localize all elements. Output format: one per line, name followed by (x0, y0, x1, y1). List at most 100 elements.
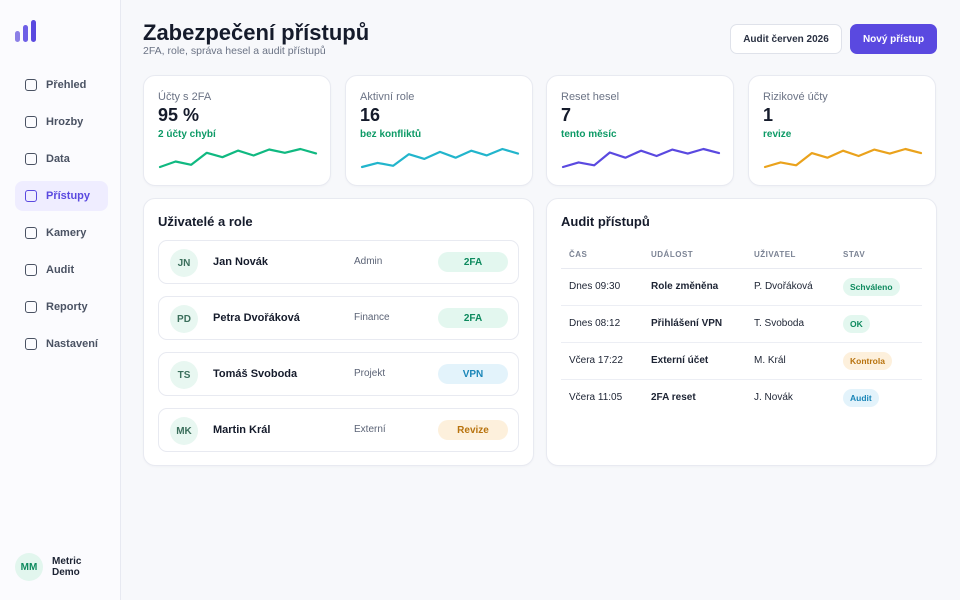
page-subtitle: 2FA, role, správa hesel a audit přístupů (143, 45, 326, 57)
avatar: JN (170, 249, 198, 277)
user-name: Jan Novák (213, 256, 269, 268)
cell-time: Dnes 08:12 (569, 318, 621, 329)
stat-value: 16 (360, 105, 381, 125)
sidebar-item-reporty[interactable]: Reporty (15, 292, 108, 322)
status-badge: Kontrola (843, 352, 892, 370)
user-row[interactable]: MK Martin Král Externí Revize (158, 408, 519, 452)
sidebar-item-label: Kamery (46, 227, 87, 239)
user-row[interactable]: JN Jan Novák Admin 2FA (158, 240, 519, 284)
stat-card-risk: Rizikové účty 1 revize (748, 75, 936, 186)
stat-label: Účty s 2FA (158, 91, 212, 103)
stat-note: bez konfliktů (360, 129, 422, 140)
sidebar-item-prehled[interactable]: Přehled (15, 70, 108, 100)
users-panel: Uživatelé a role JN Jan Novák Admin 2FA … (143, 198, 534, 466)
sidebar-item-kamery[interactable]: Kamery (15, 218, 108, 248)
cell-user: P. Dvořáková (754, 281, 813, 292)
table-header: ČAS UDÁLOST UŽIVATEL STAV (561, 241, 922, 269)
sidebar-item-label: Audit (46, 264, 75, 276)
checkbox-icon (25, 153, 37, 165)
sidebar-item-label: Přehled (46, 79, 87, 91)
stat-label: Reset hesel (561, 91, 620, 103)
stat-value: 7 (561, 105, 572, 125)
sparkline (158, 147, 318, 169)
status-badge: 2FA (438, 308, 508, 328)
sidebar-item-label: Data (46, 153, 70, 165)
sidebar-item-pristupy[interactable]: Přístupy (15, 181, 108, 211)
stat-note: revize (763, 129, 792, 140)
cell-time: Dnes 09:30 (569, 281, 621, 292)
avatar: TS (170, 361, 198, 389)
logo-icon[interactable] (15, 20, 39, 44)
stat-note: 2 účty chybí (158, 129, 216, 140)
cell-time: Včera 11:05 (569, 392, 623, 403)
cell-time: Včera 17:22 (569, 355, 623, 366)
panel-title: Audit přístupů (561, 214, 650, 229)
user-name: Petra Dvořáková (213, 312, 300, 324)
column-header: UDÁLOST (651, 250, 694, 259)
user-name: Tomáš Svoboda (213, 368, 298, 380)
audit-button[interactable]: Audit červen 2026 (730, 24, 842, 54)
cell-event: 2FA reset (651, 392, 696, 403)
status-badge: Schváleno (843, 278, 900, 296)
sidebar-item-label: Nastavení (46, 338, 98, 350)
stat-note: tento měsíc (561, 129, 617, 140)
checkbox-icon (25, 79, 37, 91)
table-row[interactable]: Dnes 08:12 Přihlášení VPN T. Svoboda OK (561, 306, 922, 343)
table-row[interactable]: Dnes 09:30 Role změněna P. Dvořáková Sch… (561, 269, 922, 306)
checkbox-icon (25, 301, 37, 313)
status-badge: 2FA (438, 252, 508, 272)
sidebar-item-label: Hrozby (46, 116, 84, 128)
stat-value: 1 (763, 105, 774, 125)
user-role: Admin (354, 256, 383, 267)
status-badge: Revize (438, 420, 508, 440)
sidebar-item-nastaveni[interactable]: Nastavení (15, 329, 108, 359)
user-row[interactable]: PD Petra Dvořáková Finance 2FA (158, 296, 519, 340)
sidebar: Přehled Hrozby Data Přístupy Kamery Audi… (0, 0, 121, 600)
sidebar-item-label: Přístupy (46, 190, 91, 202)
avatar: MK (170, 417, 198, 445)
user-row[interactable]: TS Tomáš Svoboda Projekt VPN (158, 352, 519, 396)
checkbox-icon (25, 190, 37, 202)
sidebar-item-label: Reporty (46, 301, 88, 313)
status-badge: OK (843, 315, 870, 333)
avatar: PD (170, 305, 198, 333)
column-header: ČAS (569, 250, 588, 259)
sidebar-item-data[interactable]: Data (15, 144, 108, 174)
status-badge: VPN (438, 364, 508, 384)
sidebar-item-audit[interactable]: Audit (15, 255, 108, 285)
status-badge: Audit (843, 389, 879, 407)
user-role: Finance (354, 312, 390, 323)
user-name: Metric Demo (52, 556, 82, 578)
stat-label: Aktivní role (360, 91, 415, 103)
checkbox-icon (25, 116, 37, 128)
stat-value: 95 % (158, 105, 200, 125)
column-header: UŽIVATEL (754, 250, 796, 259)
panel-title: Uživatelé a role (158, 214, 253, 229)
avatar: MM (15, 553, 43, 581)
stat-card-reset: Reset hesel 7 tento měsíc (546, 75, 734, 186)
checkbox-icon (25, 227, 37, 239)
cell-event: Externí účet (651, 355, 709, 366)
new-access-button[interactable]: Nový přístup (850, 24, 937, 54)
user-role: Projekt (354, 368, 386, 379)
stat-card-roles: Aktivní role 16 bez konfliktů (345, 75, 533, 186)
sidebar-nav: Přehled Hrozby Data Přístupy Kamery Audi… (15, 70, 108, 366)
audit-panel: Audit přístupů ČAS UDÁLOST UŽIVATEL STAV… (546, 198, 937, 466)
stat-label: Rizikové účty (763, 91, 828, 103)
cell-user: J. Novák (754, 392, 793, 403)
table-row[interactable]: Včera 17:22 Externí účet M. Král Kontrol… (561, 343, 922, 380)
column-header: STAV (843, 250, 866, 259)
user-profile[interactable]: MM Metric Demo (15, 553, 97, 581)
stat-card-2fa: Účty s 2FA 95 % 2 účty chybí (143, 75, 331, 186)
page-title: Zabezpečení přístupů (143, 20, 370, 45)
cell-user: T. Svoboda (754, 318, 805, 329)
cell-user: M. Král (754, 355, 786, 366)
cell-event: Přihlášení VPN (651, 318, 723, 329)
sparkline (360, 147, 520, 169)
table-row[interactable]: Včera 11:05 2FA reset J. Novák Audit (561, 380, 922, 417)
sidebar-item-hrozby[interactable]: Hrozby (15, 107, 108, 137)
user-name: Martin Král (213, 424, 271, 436)
cell-event: Role změněna (651, 281, 719, 292)
checkbox-icon (25, 338, 37, 350)
sparkline (561, 147, 721, 169)
